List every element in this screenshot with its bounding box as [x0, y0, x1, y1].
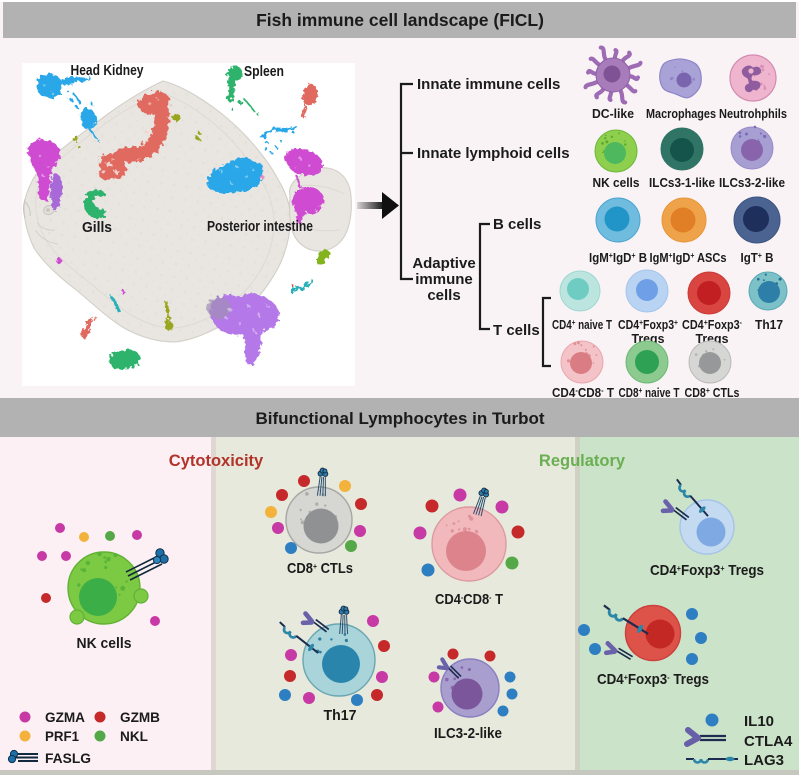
svg-text:IgM+​IgD+​ ASCs: IgM+​IgD+​ ASCs — [650, 250, 727, 265]
svg-text:Gills: Gills — [82, 220, 112, 236]
svg-text:Adaptive: Adaptive — [412, 255, 475, 272]
svg-text:ILCs3-1-like: ILCs3-1-like — [649, 175, 715, 190]
svg-text:cells: cells — [427, 287, 460, 304]
svg-text:Innate lymphoid cells: Innate lymphoid cells — [417, 145, 570, 162]
svg-text:Cytotoxicity: Cytotoxicity — [169, 452, 264, 470]
svg-text:T cells: T cells — [493, 322, 540, 339]
svg-text:NK cells: NK cells — [77, 635, 132, 652]
svg-text:Spleen: Spleen — [244, 64, 284, 80]
svg-text:CD8+​ CTLs: CD8+​ CTLs — [287, 560, 353, 577]
svg-text:NKL: NKL — [120, 728, 148, 744]
svg-text:CD4+​Foxp3-​: CD4+​Foxp3-​ — [682, 318, 742, 332]
svg-text:DC-like: DC-like — [592, 106, 634, 121]
svg-text:CD4+​Foxp3+​ Tregs: CD4+​Foxp3+​ Tregs — [650, 562, 764, 579]
svg-text:Th17: Th17 — [324, 707, 357, 724]
svg-text:B cells: B cells — [493, 216, 541, 233]
svg-text:CD8+​ CTLs: CD8+​ CTLs — [685, 386, 740, 400]
svg-text:ILC3-2-like: ILC3-2-like — [434, 725, 502, 742]
svg-text:IgM+​IgD+​ B: IgM+​IgD+​ B — [589, 250, 647, 265]
svg-text:immune: immune — [415, 271, 473, 288]
svg-text:Neutrohphils: Neutrohphils — [719, 106, 787, 121]
svg-text:Regulatory: Regulatory — [539, 452, 626, 470]
svg-text:Posterior intestine: Posterior intestine — [207, 219, 313, 235]
svg-text:CTLA4: CTLA4 — [744, 733, 793, 750]
svg-text:NK cells: NK cells — [593, 175, 640, 190]
svg-text:IL10: IL10 — [744, 713, 774, 730]
svg-text:Macrophages: Macrophages — [646, 106, 716, 121]
svg-text:CD4-​CD8-​ T: CD4-​CD8-​ T — [552, 386, 614, 400]
svg-text:Head Kidney: Head Kidney — [71, 63, 144, 79]
svg-text:Fish immune cell landscape (FI: Fish immune cell landscape (FICL) — [256, 10, 544, 30]
svg-text:CD4-​CD8-​ T: CD4-​CD8-​ T — [435, 591, 503, 608]
svg-text:CD8+​ naive T: CD8+​ naive T — [619, 386, 680, 400]
svg-text:FASLG: FASLG — [45, 750, 91, 766]
svg-text:CD4+​Foxp3+​: CD4+​Foxp3+​ — [618, 318, 678, 332]
svg-text:PRF1: PRF1 — [45, 728, 79, 744]
svg-text:GZMA: GZMA — [45, 709, 85, 725]
svg-text:CD4+​ naive T: CD4+​ naive T — [552, 318, 612, 332]
svg-text:Bifunctional Lymphocytes in Tu: Bifunctional Lymphocytes in Turbot — [256, 409, 545, 428]
svg-text:CD4+​Foxp3-​ Tregs: CD4+​Foxp3-​ Tregs — [597, 671, 709, 688]
svg-text:GZMB: GZMB — [120, 709, 160, 725]
svg-text:LAG3: LAG3 — [744, 752, 784, 769]
svg-text:ILCs3-2-like: ILCs3-2-like — [719, 175, 785, 190]
svg-text:IgT+​ B: IgT+​ B — [741, 250, 774, 265]
svg-text:Innate immune cells: Innate immune cells — [417, 76, 560, 93]
svg-text:Th17: Th17 — [755, 318, 783, 332]
